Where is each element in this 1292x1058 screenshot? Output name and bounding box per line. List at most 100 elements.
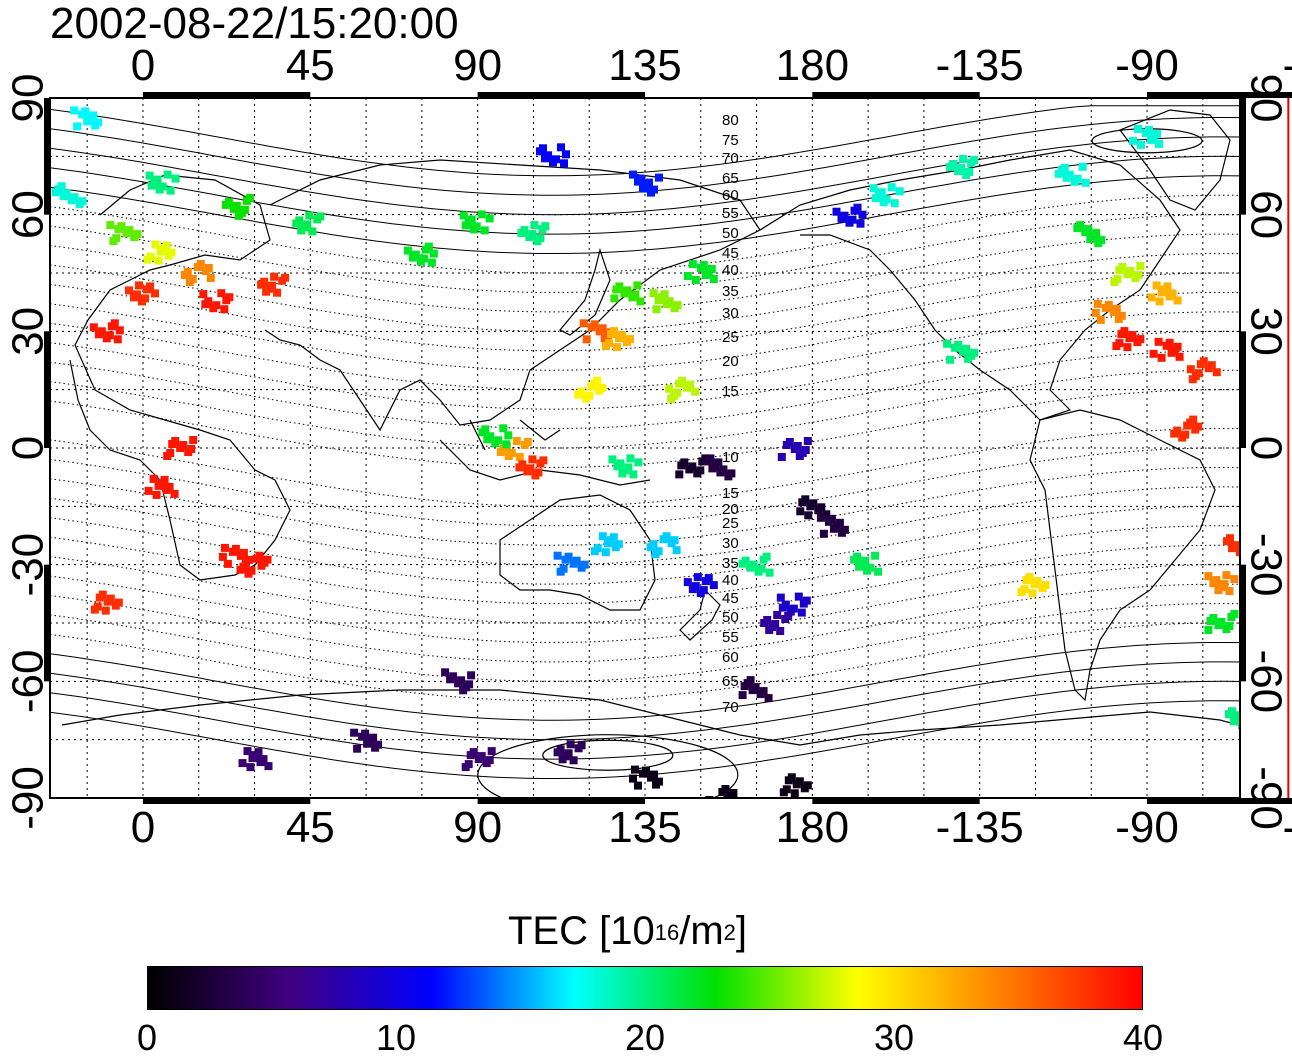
tec-cell (1061, 164, 1069, 172)
tec-cell (1134, 125, 1142, 133)
tec-cell (1150, 350, 1158, 358)
tec-cell (135, 281, 143, 289)
right-lat-tick-label: -90 (1242, 766, 1291, 830)
tec-cell (650, 289, 658, 297)
tec-cell (146, 282, 154, 290)
tec-cell (502, 440, 510, 448)
tec-cell (891, 199, 899, 207)
tec-cell (441, 668, 449, 676)
bottom-lon-tick-label: 45 (286, 803, 335, 852)
left-lat-tick-label: -60 (4, 650, 53, 714)
tec-cell (166, 483, 174, 491)
tec-cell (562, 150, 570, 158)
tec-cell (81, 107, 89, 115)
tec-cell (159, 183, 167, 191)
tec-cell (1105, 301, 1113, 309)
tec-cell (106, 331, 114, 339)
tec-cell (513, 437, 521, 445)
tec-cell (599, 324, 607, 332)
contour-label: 80 (722, 112, 739, 129)
tec-cell (189, 275, 197, 283)
tec-cell (796, 777, 804, 785)
tec-cell (565, 749, 573, 757)
tec-cell (544, 151, 552, 159)
tec-cell (528, 230, 536, 238)
tec-cell (763, 616, 771, 624)
tec-cell (71, 193, 79, 201)
tec-cell (629, 775, 637, 783)
tec-cell (1115, 339, 1123, 347)
tec-cell (98, 327, 106, 335)
tec-cell (771, 620, 779, 628)
tec-cell (959, 155, 967, 163)
tec-cell (361, 730, 369, 738)
tec-cell (691, 388, 699, 396)
tec-cell (874, 568, 882, 576)
tec-cell (1074, 175, 1082, 183)
tec-cell (270, 273, 278, 281)
tec-cell (152, 241, 160, 249)
tec-cell (694, 573, 702, 581)
tec-cell (1253, 468, 1261, 476)
tec-cell (353, 745, 361, 753)
contour-label: 15 (722, 383, 739, 400)
tec-cell (125, 226, 133, 234)
top-lon-tick-label: -135 (936, 41, 1024, 90)
tec-cell (1092, 229, 1100, 237)
tec-cell (655, 174, 663, 182)
tec-cell (111, 319, 119, 327)
tec-cell (1137, 141, 1145, 149)
tec-cell (255, 748, 263, 756)
tec-cell (626, 335, 634, 343)
tec-cell (608, 455, 616, 463)
tec-cell (557, 143, 565, 151)
tec-cell (836, 519, 844, 527)
tec-cell (613, 343, 621, 351)
coastline-south-america (1030, 410, 1215, 700)
tec-cell (1261, 472, 1269, 480)
tec-cell (680, 458, 688, 466)
tec-cell (1174, 343, 1182, 351)
top-lon-tick-label: 180 (776, 41, 849, 90)
right-lat-tick-label: 0 (1242, 436, 1291, 460)
tec-cell (1094, 300, 1102, 308)
tec-cell (171, 437, 179, 445)
contour-label: 35 (722, 555, 739, 572)
tec-cell (578, 741, 586, 749)
tec-cell (494, 436, 502, 444)
magnetic-contour (50, 254, 1240, 332)
top-lon-tick-label: 45 (286, 41, 335, 90)
tec-cell (1082, 179, 1090, 187)
tec-cell (1097, 236, 1105, 244)
tec-cell (888, 183, 896, 191)
contour-label: 40 (722, 572, 739, 589)
tec-cell (700, 261, 708, 269)
tec-cell (481, 425, 489, 433)
tec-cell (1021, 585, 1029, 593)
tec-cell (305, 211, 313, 219)
tec-cell (1042, 581, 1050, 589)
tec-cell (460, 211, 468, 219)
tec-cell (1217, 618, 1225, 626)
left-lat-tick-label: 90 (4, 74, 53, 123)
tec-cell (581, 561, 589, 569)
tec-cell (782, 601, 790, 609)
tec-cell (268, 282, 276, 290)
tec-cell (721, 785, 729, 793)
tec-cell (776, 627, 784, 635)
tec-cell (636, 297, 644, 305)
tec-cell (1026, 573, 1034, 581)
tec-cell (125, 286, 133, 294)
tec-cell (599, 532, 607, 540)
tec-cell (804, 781, 812, 789)
tec-cell (634, 782, 642, 790)
tec-cell (790, 605, 798, 613)
right-lat-tick-label: 90 (1242, 74, 1291, 123)
tec-cell (187, 445, 195, 453)
tec-cell (219, 553, 227, 561)
tec-cell (308, 227, 316, 235)
tec-cell (1245, 464, 1253, 472)
tec-cell (663, 532, 671, 540)
tec-cell (1118, 312, 1126, 320)
tec-cell (1076, 221, 1084, 229)
